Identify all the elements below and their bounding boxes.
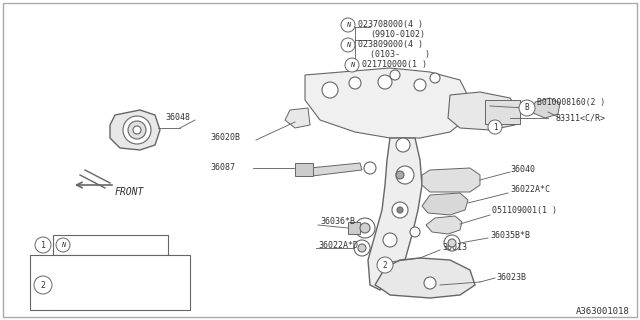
Circle shape: [358, 244, 366, 252]
Text: 36040: 36040: [510, 165, 535, 174]
Circle shape: [448, 239, 456, 247]
Bar: [53, 235, 168, 255]
Circle shape: [360, 223, 370, 233]
Text: 36013: 36013: [442, 244, 467, 252]
Circle shape: [519, 100, 535, 116]
Text: 36036*B: 36036*B: [320, 218, 355, 227]
Polygon shape: [305, 68, 470, 138]
Text: 36085    (9902-0402): 36085 (9902-0402): [60, 268, 157, 276]
Text: 36020B: 36020B: [210, 133, 240, 142]
Text: 36035B*B: 36035B*B: [490, 230, 530, 239]
Text: N: N: [346, 42, 350, 48]
Polygon shape: [375, 258, 475, 298]
Text: 021710000(1 ): 021710000(1 ): [362, 60, 427, 69]
Polygon shape: [310, 163, 362, 176]
Circle shape: [430, 73, 440, 83]
Bar: [485, 100, 520, 124]
Circle shape: [424, 277, 436, 289]
Circle shape: [123, 116, 151, 144]
Circle shape: [488, 120, 502, 134]
Circle shape: [341, 18, 355, 32]
Bar: [348, 222, 360, 234]
Polygon shape: [110, 110, 160, 150]
Text: 1: 1: [40, 241, 45, 250]
Text: A363001018: A363001018: [576, 308, 630, 316]
Polygon shape: [422, 193, 468, 215]
Text: 36023B: 36023B: [496, 274, 526, 283]
Text: 36048: 36048: [165, 114, 190, 123]
Polygon shape: [368, 138, 422, 290]
Polygon shape: [285, 108, 310, 128]
Circle shape: [34, 276, 52, 294]
Text: 022710000(2 ): 022710000(2 ): [73, 241, 136, 250]
Circle shape: [341, 38, 355, 52]
Bar: [30, 255, 190, 310]
Text: 2: 2: [40, 281, 45, 290]
Text: 36022A*C: 36022A*C: [510, 186, 550, 195]
Text: (0103-     ): (0103- ): [370, 51, 430, 60]
Circle shape: [345, 58, 359, 72]
Circle shape: [444, 235, 460, 251]
Text: 023809000(4 ): 023809000(4 ): [358, 41, 423, 50]
Polygon shape: [426, 216, 462, 234]
Text: N: N: [346, 22, 350, 28]
Text: 023708000(4 ): 023708000(4 ): [358, 20, 423, 29]
Circle shape: [414, 79, 426, 91]
Text: 83311<C/R>: 83311<C/R>: [555, 114, 605, 123]
Text: B010008160(2 ): B010008160(2 ): [537, 99, 605, 108]
Polygon shape: [422, 168, 480, 192]
Circle shape: [390, 70, 400, 80]
Polygon shape: [533, 98, 560, 118]
Text: N: N: [61, 242, 65, 248]
Circle shape: [397, 207, 403, 213]
Text: 051109001(1 ): 051109001(1 ): [492, 205, 557, 214]
Circle shape: [410, 227, 420, 237]
Circle shape: [377, 257, 393, 273]
Text: (9910-0102): (9910-0102): [370, 30, 425, 39]
Text: 1: 1: [493, 123, 497, 132]
Bar: [295, 163, 313, 176]
Circle shape: [349, 77, 361, 89]
Text: R200018  (0403-     ): R200018 (0403- ): [60, 293, 163, 302]
Circle shape: [354, 240, 370, 256]
Text: 36022A*D: 36022A*D: [318, 241, 358, 250]
Text: 36087: 36087: [210, 164, 235, 172]
Polygon shape: [448, 92, 520, 130]
Circle shape: [355, 218, 375, 238]
Circle shape: [396, 138, 410, 152]
Circle shape: [383, 233, 397, 247]
Circle shape: [322, 82, 338, 98]
Circle shape: [378, 75, 392, 89]
Text: N: N: [350, 62, 354, 68]
Circle shape: [396, 171, 404, 179]
Text: FRONT: FRONT: [115, 187, 145, 197]
Circle shape: [396, 166, 414, 184]
Text: B: B: [525, 103, 529, 113]
Circle shape: [56, 238, 70, 252]
Circle shape: [392, 202, 408, 218]
Circle shape: [133, 126, 141, 134]
Circle shape: [364, 162, 376, 174]
Text: 2: 2: [383, 260, 387, 269]
Circle shape: [128, 121, 146, 139]
Circle shape: [35, 237, 51, 253]
